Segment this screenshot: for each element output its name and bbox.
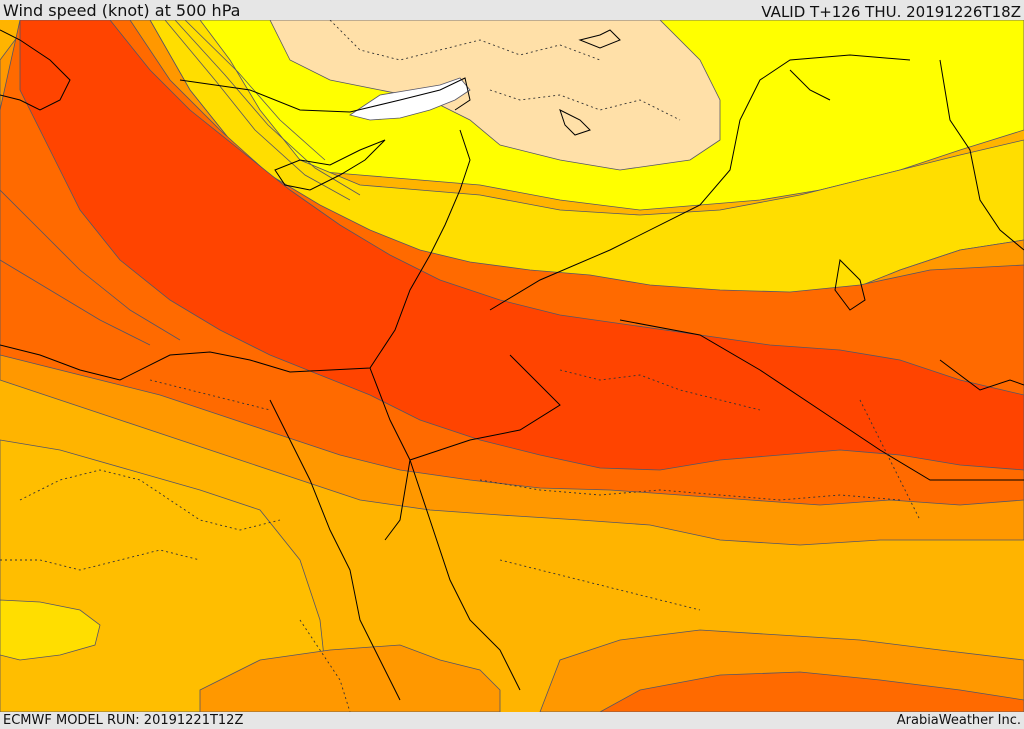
wind-band-north-cream — [269, 20, 721, 171]
map-title: Wind speed (knot) at 500 hPa — [3, 1, 241, 20]
wind-band-jet-core — [19, 20, 1024, 471]
valid-time: VALID T+126 THU. 20191226T18Z — [761, 3, 1021, 21]
admin-borders — [0, 20, 921, 712]
wind-band-south-east-inner — [599, 671, 1024, 712]
wind-band-south-light — [0, 599, 101, 661]
wind-band-south-right — [199, 644, 501, 712]
model-run: ECMWF MODEL RUN: 20191221T12Z — [3, 713, 244, 728]
map-header: Wind speed (knot) at 500 hPa VALID T+126… — [0, 0, 1024, 21]
wind-speed-map-svg — [0, 20, 1024, 712]
wind-speed-map[interactable] — [0, 20, 1024, 712]
coastlines — [0, 29, 1024, 701]
isotach-lines — [0, 20, 361, 346]
map-footer: ECMWF MODEL RUN: 20191221T12Z ArabiaWeat… — [0, 712, 1024, 729]
wind-band-white — [349, 77, 471, 121]
credit: ArabiaWeather Inc. — [896, 713, 1021, 728]
